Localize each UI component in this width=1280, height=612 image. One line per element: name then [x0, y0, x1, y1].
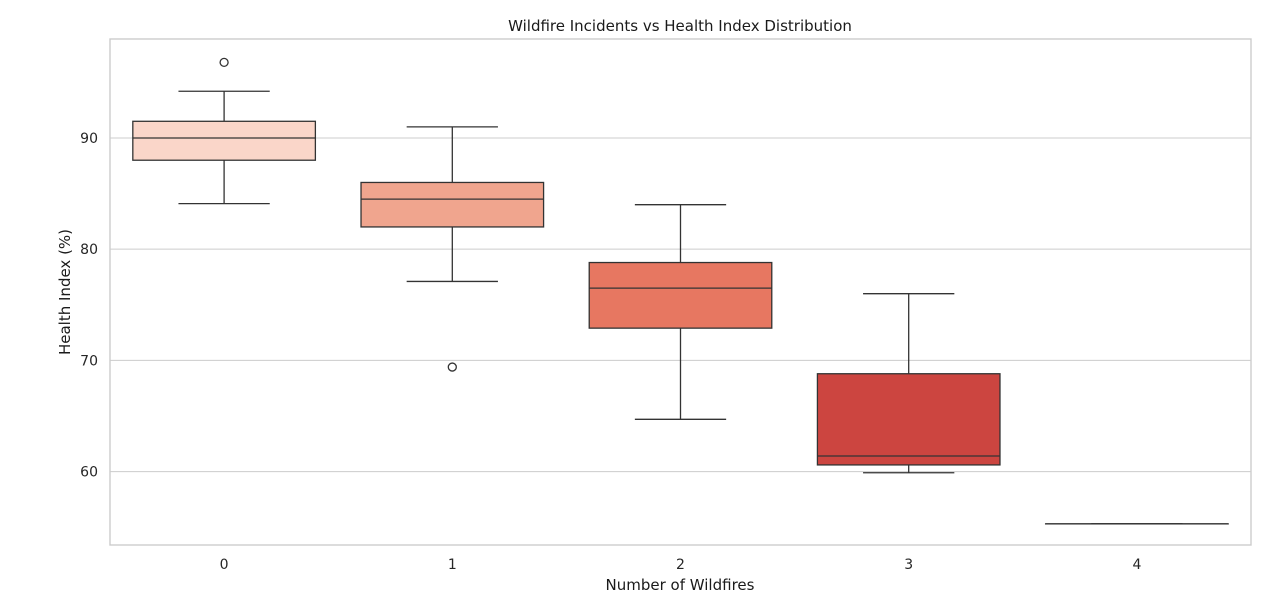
- box-3: [816, 373, 1001, 466]
- flier-0-0: [219, 57, 229, 68]
- box-group-2: [588, 204, 773, 420]
- y-tick-label-70: 70: [80, 353, 98, 369]
- box-1: [360, 181, 545, 228]
- flier-1-0: [447, 362, 457, 372]
- y-axis-ticks: 60 70 80 90: [80, 131, 98, 481]
- chart-title: Wildfire Incidents vs Health Index Distr…: [508, 17, 852, 35]
- x-tick-label-1: 1: [448, 557, 457, 573]
- x-tick-label-4: 4: [1132, 557, 1141, 573]
- x-axis-ticks: 0 1 2 3 4: [220, 557, 1142, 573]
- x-axis-label: Number of Wildfires: [606, 576, 755, 594]
- y-axis-label: Health Index (%): [56, 229, 74, 355]
- x-tick-label-3: 3: [904, 557, 913, 573]
- box-0: [132, 120, 317, 161]
- y-tick-label-80: 80: [80, 242, 98, 258]
- x-tick-label-2: 2: [676, 557, 685, 573]
- box-2: [588, 261, 773, 329]
- box-series: [132, 57, 1229, 525]
- box-group-3: [816, 293, 1001, 474]
- box-group-1: [360, 126, 545, 372]
- plot-frame: [109, 38, 1252, 546]
- box-group-0: [132, 57, 317, 205]
- y-tick-label-90: 90: [80, 131, 98, 147]
- y-tick-label-60: 60: [80, 465, 98, 481]
- x-tick-label-0: 0: [220, 557, 229, 573]
